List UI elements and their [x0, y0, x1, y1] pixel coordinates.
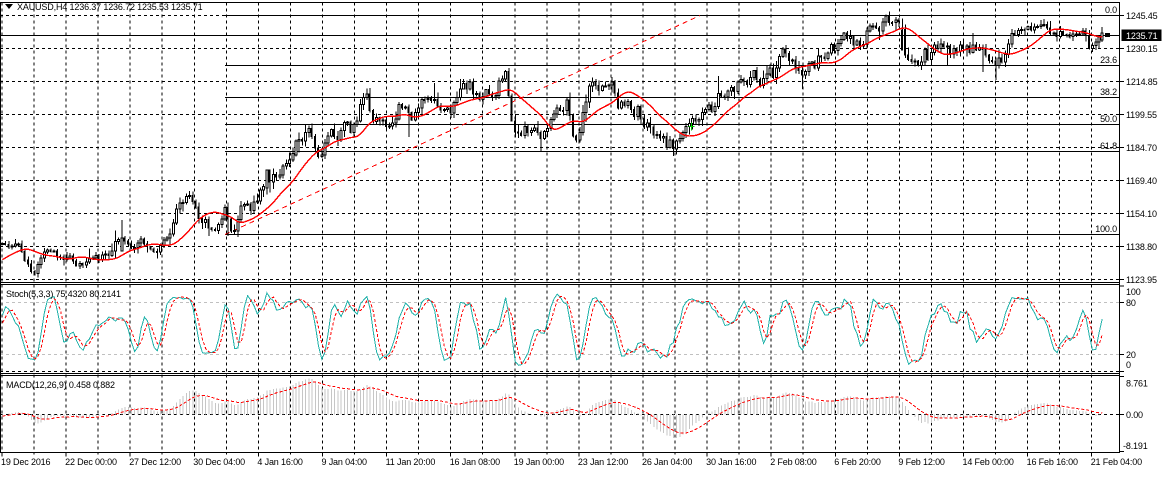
svg-text:30 Dec 04:00: 30 Dec 04:00 [193, 457, 245, 467]
svg-text:61.8: 61.8 [1100, 141, 1117, 151]
svg-text:38.2: 38.2 [1100, 87, 1117, 97]
svg-text:1138.80: 1138.80 [1126, 242, 1157, 252]
svg-text:16 Jan 08:00: 16 Jan 08:00 [450, 457, 500, 467]
svg-text:20: 20 [1126, 350, 1136, 360]
svg-text:1199.55: 1199.55 [1126, 110, 1157, 120]
svg-text:22 Dec 00:00: 22 Dec 00:00 [65, 457, 117, 467]
svg-text:19 Jan 00:00: 19 Jan 00:00 [514, 457, 564, 467]
svg-text:8.761: 8.761 [1126, 378, 1148, 388]
svg-text:19 Dec 2016: 19 Dec 2016 [1, 457, 51, 467]
svg-text:XAUUSD,H4 1236.37 1236.72 123: XAUUSD,H4 1236.37 1236.72 1235.53 1235.7… [17, 2, 203, 12]
svg-text:21 Feb 04:00: 21 Feb 04:00 [1091, 457, 1142, 467]
svg-text:0: 0 [1126, 360, 1131, 370]
svg-text:80: 80 [1126, 298, 1136, 308]
svg-text:1184.70: 1184.70 [1126, 143, 1157, 153]
svg-text:1154.10: 1154.10 [1126, 209, 1157, 219]
svg-text:30 Jan 16:00: 30 Jan 16:00 [706, 457, 756, 467]
svg-text:100.0: 100.0 [1095, 224, 1117, 234]
svg-text:27 Dec 12:00: 27 Dec 12:00 [129, 457, 181, 467]
svg-text:1245.45: 1245.45 [1126, 11, 1158, 21]
svg-text:4 Jan 16:00: 4 Jan 16:00 [257, 457, 303, 467]
svg-text:16 Feb 16:00: 16 Feb 16:00 [1027, 457, 1078, 467]
svg-text:26 Jan 04:00: 26 Jan 04:00 [642, 457, 692, 467]
svg-text:0.0: 0.0 [1105, 5, 1117, 15]
svg-text:1230.15: 1230.15 [1126, 44, 1158, 54]
svg-text:1169.40: 1169.40 [1126, 176, 1157, 186]
svg-text:23 Jan 12:00: 23 Jan 12:00 [578, 457, 628, 467]
svg-text:0.00: 0.00 [1126, 410, 1143, 420]
svg-text:9 Feb 12:00: 9 Feb 12:00 [898, 457, 945, 467]
svg-text:23.6: 23.6 [1100, 55, 1117, 65]
svg-text:9 Jan 04:00: 9 Jan 04:00 [322, 457, 368, 467]
svg-text:2 Feb 08:00: 2 Feb 08:00 [770, 457, 817, 467]
svg-text:14 Feb 00:00: 14 Feb 00:00 [963, 457, 1014, 467]
svg-text:-8.191: -8.191 [1123, 441, 1148, 451]
svg-text:11 Jan 20:00: 11 Jan 20:00 [386, 457, 436, 467]
svg-text:1214.85: 1214.85 [1126, 77, 1158, 87]
svg-text:1123.95: 1123.95 [1126, 275, 1157, 285]
svg-text:1235.71: 1235.71 [1126, 31, 1158, 41]
svg-text:50.0: 50.0 [1100, 114, 1117, 124]
svg-text:6 Feb 20:00: 6 Feb 20:00 [834, 457, 881, 467]
svg-text:100: 100 [1126, 287, 1141, 297]
svg-text:Stoch(5,3,3) 75.4320 80.2141: Stoch(5,3,3) 75.4320 80.2141 [6, 289, 121, 299]
svg-text:MACD(12,26,9) 0.458 0.882: MACD(12,26,9) 0.458 0.882 [6, 380, 115, 390]
